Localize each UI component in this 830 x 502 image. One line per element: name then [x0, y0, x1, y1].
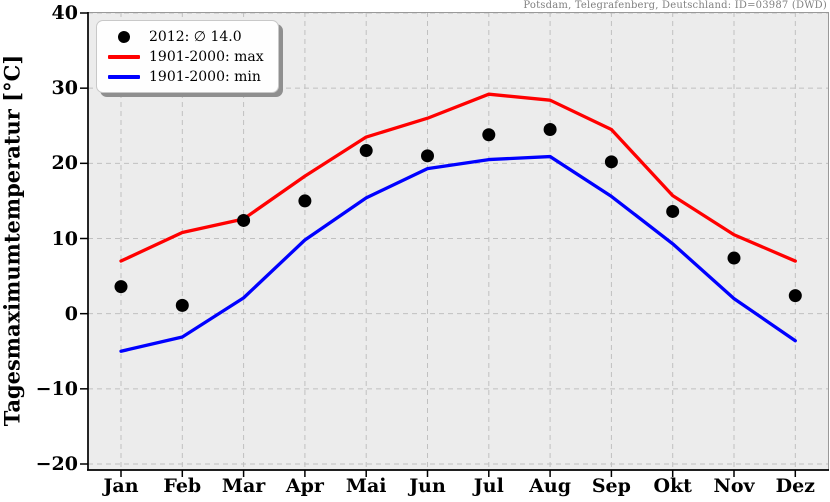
y-tick-label: −20: [35, 453, 78, 475]
x-tick-label: Sep: [591, 475, 631, 497]
min-line-icon: [108, 74, 140, 79]
legend-marker-slot: [107, 54, 141, 59]
legend: 2012: ∅ 14.0 1901-2000: max 1901-2000: m…: [96, 20, 279, 93]
x-tick-label: Feb: [163, 475, 202, 497]
y-tick-label: 30: [51, 77, 78, 100]
y-tick-label: 10: [51, 227, 78, 250]
y-tick-label: 20: [51, 152, 78, 175]
x-tick-label: Mar: [221, 475, 266, 497]
legend-marker-slot: [107, 30, 141, 43]
x-tick-label: Nov: [713, 475, 755, 497]
legend-label-min: 1901-2000: min: [149, 68, 261, 85]
y-tick-label: −10: [35, 377, 78, 400]
y-tick-label: 40: [51, 2, 78, 24]
max-line-icon: [108, 54, 140, 59]
legend-item-max: 1901-2000: max: [107, 48, 264, 65]
legend-item-2012: 2012: ∅ 14.0: [107, 28, 264, 45]
x-tick-label: Jul: [473, 475, 504, 497]
legend-item-min: 1901-2000: min: [107, 68, 264, 85]
station-header-text: Potsdam, Telegrafenberg, Deutschland: ID…: [523, 0, 827, 11]
legend-label-2012: 2012: ∅ 14.0: [149, 28, 242, 45]
legend-label-max: 1901-2000: max: [149, 48, 264, 65]
x-tick-label: Mai: [345, 475, 387, 497]
x-tick-label: Apr: [285, 475, 324, 497]
x-tick-label: Okt: [653, 475, 692, 497]
y-tick-label: 0: [64, 302, 78, 325]
x-tick-label: Jan: [103, 475, 139, 497]
x-tick-label: Aug: [529, 475, 572, 497]
x-tick-label: Dez: [775, 475, 815, 497]
scatter-dot-icon: [118, 30, 130, 43]
legend-marker-slot: [107, 74, 141, 79]
x-tick-label: Jun: [409, 475, 446, 497]
